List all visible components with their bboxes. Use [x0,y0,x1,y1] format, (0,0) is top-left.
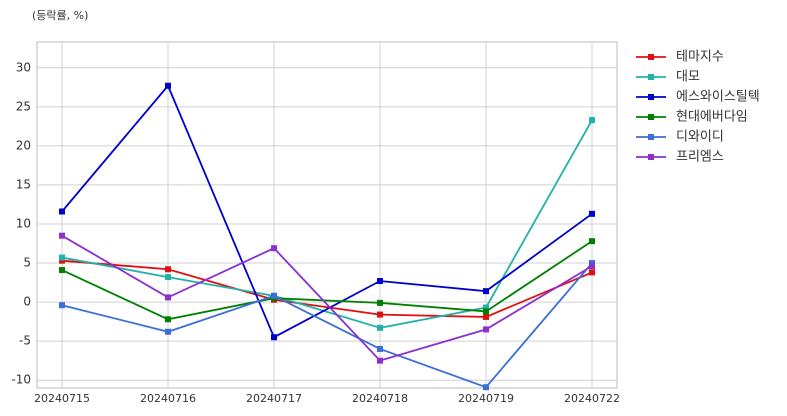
series-line [61,259,593,318]
point [165,82,171,89]
y-tick-label: 20 [16,138,31,152]
legend-marker [648,154,654,160]
legend-marker [648,134,654,140]
y-tick-label: 30 [16,60,31,74]
point [271,245,277,252]
point [59,208,65,215]
y-tick-label: 15 [16,177,31,191]
point [59,232,65,239]
legend-label: 대모 [676,70,700,85]
point [483,384,489,391]
point [59,302,65,309]
legend-marker [648,94,654,100]
point [271,292,277,299]
legend-label: 디와이디 [676,130,724,145]
point [59,257,65,264]
point [483,313,489,320]
point [483,304,489,311]
y-tick-label: 10 [16,216,31,230]
y-tick-label: -5 [19,334,31,348]
y-tick-label: 5 [23,256,31,270]
y-tick-label: 25 [16,99,31,113]
point [483,288,489,295]
x-tick-label: 20240717 [246,392,302,405]
y-tick-label: 0 [23,295,31,309]
legend-label: 현대에버다임 [676,110,748,125]
point [483,326,489,333]
x-tick-label: 20240718 [352,392,408,405]
point [165,266,171,273]
series-line [61,240,593,321]
point [165,274,171,281]
x-tick-label: 20240719 [458,392,514,405]
point [59,267,65,274]
point [377,299,383,306]
series-line [61,262,593,389]
point [589,117,595,124]
x-tick-label: 20240715 [34,392,90,405]
legend-label: 테마지수 [676,50,724,65]
legend-label: 프리엠스 [676,150,724,165]
x-tick-label: 20240722 [564,392,620,405]
point [483,308,489,315]
point [59,254,65,261]
point [165,294,171,301]
point [377,345,383,352]
legend-marker [648,114,654,120]
point [377,311,383,318]
point [377,324,383,331]
series-line [61,84,593,339]
series-line [61,119,593,329]
point [589,238,595,245]
point [377,357,383,364]
point [589,269,595,276]
series-line [61,234,593,362]
legend-marker [648,74,654,80]
point [589,210,595,217]
point [165,316,171,323]
point [377,277,383,284]
plot-area [36,41,618,389]
point [165,328,171,335]
y-tick-label: -10 [11,373,31,387]
point [589,260,595,267]
point [589,263,595,270]
y-axis-label: (등락률, %) [32,9,88,22]
x-tick-label: 20240716 [140,392,196,405]
point [271,334,277,341]
legend-marker [648,54,654,60]
legend-label: 에스와이스틸텍 [676,90,760,105]
